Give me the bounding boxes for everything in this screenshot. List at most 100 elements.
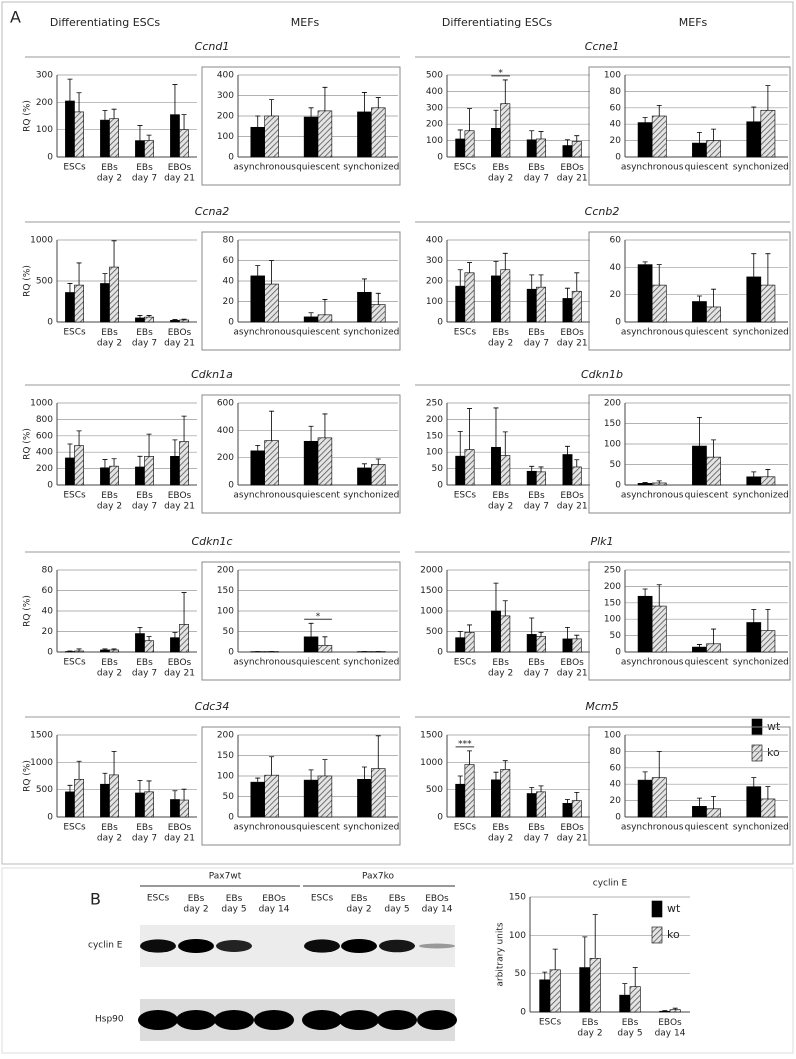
error-bar xyxy=(493,408,498,447)
y-tick-label: 400 xyxy=(217,426,234,436)
bar xyxy=(110,466,119,485)
blot-band xyxy=(379,940,415,953)
error-bar xyxy=(458,270,463,286)
bar xyxy=(536,287,545,322)
bar xyxy=(707,141,721,157)
bar xyxy=(135,634,144,652)
error-bar xyxy=(574,460,579,467)
legend-swatch xyxy=(652,927,662,943)
bar xyxy=(692,143,706,157)
error-bar xyxy=(711,629,716,644)
error-bar xyxy=(657,751,662,777)
y-tick-label: 150 xyxy=(217,751,234,761)
lane-label: ESCs xyxy=(147,894,170,904)
bar xyxy=(100,784,109,817)
legend-swatch xyxy=(652,901,662,917)
blot-band xyxy=(178,939,214,953)
error-bar xyxy=(376,98,381,108)
error-bar xyxy=(112,109,117,119)
bar xyxy=(692,446,706,485)
y-tick-label: 2000 xyxy=(420,566,443,576)
blot-group: Pax7ko xyxy=(362,872,394,882)
bar xyxy=(536,636,545,652)
blot-band xyxy=(339,1010,379,1030)
error-bar xyxy=(269,411,274,440)
bar xyxy=(100,120,109,157)
bar xyxy=(465,632,474,652)
bar xyxy=(318,438,332,485)
y-tick-label: 200 xyxy=(36,98,53,108)
bar xyxy=(110,119,119,157)
bar xyxy=(652,285,666,322)
error-bar xyxy=(269,757,274,775)
y-tick-label: 500 xyxy=(426,71,443,81)
bar xyxy=(180,624,189,652)
x-tick-label: asynchronous xyxy=(233,823,296,833)
y-tick-label: 100 xyxy=(604,71,621,81)
y-tick-label: 100 xyxy=(217,607,234,617)
y-tick-label: 200 xyxy=(604,582,621,592)
bar xyxy=(638,780,652,817)
bar xyxy=(465,131,474,157)
error-bar xyxy=(574,635,579,639)
error-bar xyxy=(137,315,142,317)
blot-band xyxy=(176,1010,216,1030)
y-tick-label: 1500 xyxy=(30,731,53,741)
y-tick-label: 300 xyxy=(426,256,443,266)
error-bar xyxy=(574,273,579,291)
error-bar xyxy=(376,736,381,769)
bar xyxy=(580,968,590,1012)
x-tick-label: asynchronous xyxy=(621,491,684,501)
y-tick-label: 50 xyxy=(515,969,527,979)
x-tick-label: asynchronous xyxy=(621,658,684,668)
y-tick-label: 100 xyxy=(217,772,234,782)
y-tick-label: 100 xyxy=(426,136,443,146)
y-tick-label: 20 xyxy=(610,796,622,806)
y-tick-label: 0 xyxy=(228,318,234,328)
bar xyxy=(251,451,265,485)
bar xyxy=(501,769,510,817)
bar xyxy=(145,141,154,157)
error-bar xyxy=(112,751,117,775)
bar xyxy=(540,980,550,1012)
error-bar xyxy=(539,786,544,792)
x-tick-label: synchonized xyxy=(733,328,789,338)
bar xyxy=(527,471,536,485)
error-bar xyxy=(529,618,534,634)
bar xyxy=(572,141,581,157)
y-tick-label: 40 xyxy=(42,607,54,617)
error-bar xyxy=(697,296,702,301)
gene-title: Mcm5 xyxy=(585,700,618,713)
error-bar xyxy=(172,633,177,638)
bar xyxy=(318,776,332,817)
y-tick-label: 150 xyxy=(604,598,621,608)
error-bar xyxy=(255,445,260,450)
panel-label: A xyxy=(10,8,21,27)
x-tick-label: synchonized xyxy=(733,823,789,833)
bar xyxy=(170,320,179,322)
bar xyxy=(638,483,652,485)
bar xyxy=(491,276,500,322)
error-bar xyxy=(542,972,547,980)
blot-band xyxy=(254,1010,294,1030)
error-bar xyxy=(657,105,662,116)
significance-mark: * xyxy=(498,68,503,78)
bar xyxy=(761,477,775,485)
x-tick-label: synchonized xyxy=(733,163,789,173)
error-bar xyxy=(565,627,570,638)
bar xyxy=(180,320,189,322)
significance-mark: * xyxy=(316,612,321,622)
bar xyxy=(536,472,545,485)
bar xyxy=(638,123,652,157)
